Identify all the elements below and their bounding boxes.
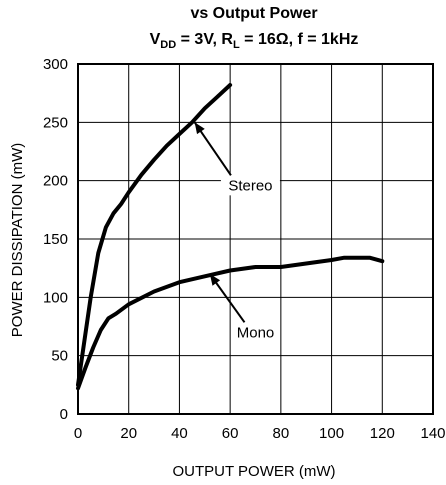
y-tick-label: 200	[43, 173, 68, 190]
x-tick-label: 120	[370, 425, 395, 442]
annotation-bg	[234, 322, 277, 343]
annotations: Stereo Mono	[193, 121, 280, 343]
annotation-label-stereo: Stereo	[228, 177, 272, 194]
y-tick-label: 300	[43, 56, 68, 73]
plot-area-border	[77, 63, 434, 415]
annotation-arrowhead	[209, 274, 221, 286]
y-tick-label: 50	[51, 348, 68, 365]
annotation-label-mono: Mono	[237, 324, 275, 341]
series-line-stereo	[76, 83, 233, 387]
y-tick-label: 0	[60, 406, 68, 423]
annotation-arrowhead	[194, 122, 205, 135]
y-axis-label: POWER DISSIPATION (mW)	[9, 143, 26, 337]
x-tick-label: 0	[74, 425, 82, 442]
chart-title-line1: vs Output Power	[190, 5, 317, 22]
x-tick-label: 40	[171, 425, 188, 442]
x-axis-label: OUTPUT POWER (mW)	[172, 463, 335, 480]
x-tick-label: 140	[420, 425, 445, 442]
x-tick-label: 80	[273, 425, 290, 442]
y-tick-labels: 0 50 100 150 200 250 300	[43, 56, 68, 423]
x-tick-labels: 0 20 40 60 80 100 120 140	[74, 425, 446, 442]
y-tick-label: 150	[43, 231, 68, 248]
series-lines	[76, 83, 385, 391]
series-line-mono	[76, 255, 385, 391]
x-tick-label: 100	[319, 425, 344, 442]
chart-title-line2: VDD = 3V, RL = 16Ω, f = 1kHz	[150, 31, 359, 51]
grid	[77, 63, 434, 415]
x-tick-label: 20	[120, 425, 137, 442]
y-tick-label: 250	[43, 114, 68, 131]
y-tick-label: 100	[43, 289, 68, 306]
x-tick-label: 60	[222, 425, 239, 442]
annotation-bg	[220, 175, 280, 196]
